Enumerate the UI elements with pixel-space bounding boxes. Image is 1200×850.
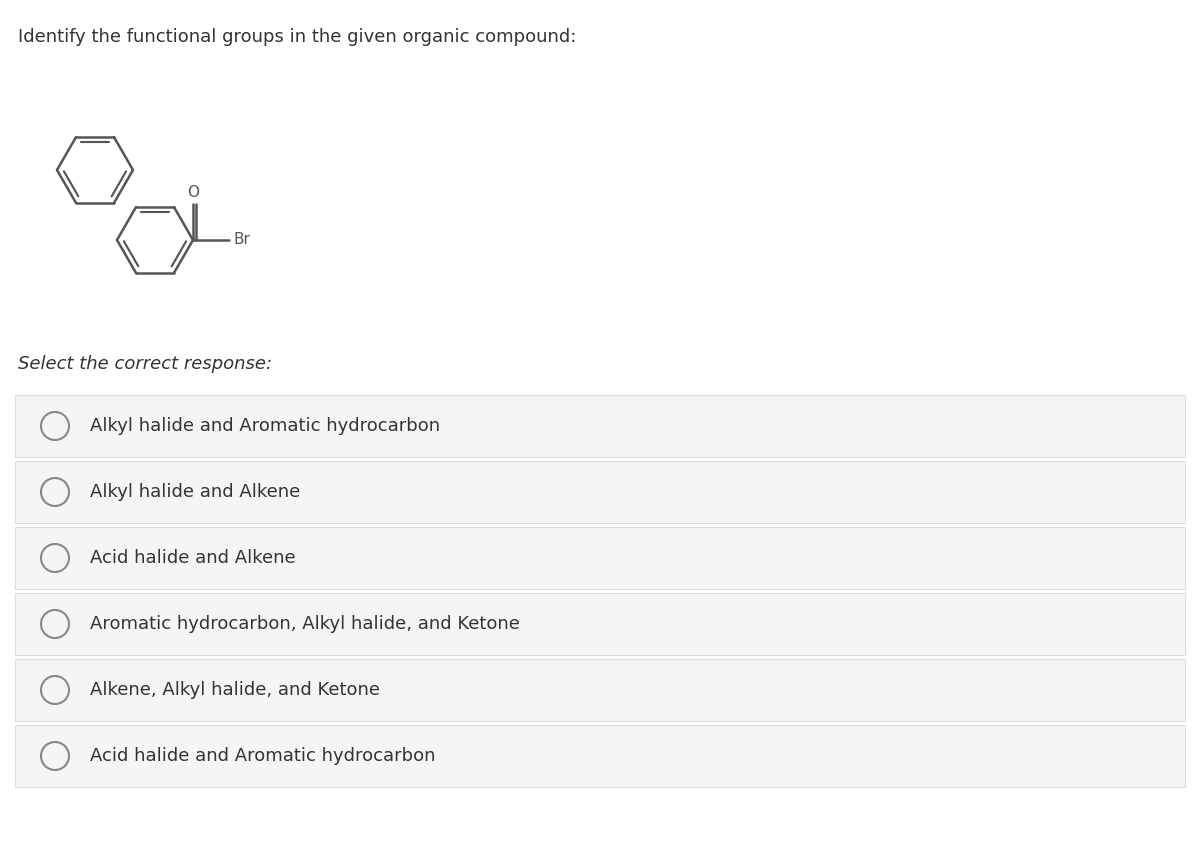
FancyBboxPatch shape (14, 527, 1186, 589)
Text: Select the correct response:: Select the correct response: (18, 355, 272, 373)
FancyBboxPatch shape (14, 395, 1186, 457)
FancyBboxPatch shape (14, 593, 1186, 655)
Text: Identify the functional groups in the given organic compound:: Identify the functional groups in the gi… (18, 28, 576, 46)
Text: Alkyl halide and Alkene: Alkyl halide and Alkene (90, 483, 300, 501)
FancyBboxPatch shape (14, 725, 1186, 787)
Text: Acid halide and Alkene: Acid halide and Alkene (90, 549, 295, 567)
FancyBboxPatch shape (14, 461, 1186, 523)
Text: O: O (187, 185, 199, 200)
Text: Alkene, Alkyl halide, and Ketone: Alkene, Alkyl halide, and Ketone (90, 681, 380, 699)
Text: Br: Br (233, 233, 250, 247)
Text: Alkyl halide and Aromatic hydrocarbon: Alkyl halide and Aromatic hydrocarbon (90, 417, 440, 435)
Text: Aromatic hydrocarbon, Alkyl halide, and Ketone: Aromatic hydrocarbon, Alkyl halide, and … (90, 615, 520, 633)
FancyBboxPatch shape (14, 659, 1186, 721)
Text: Acid halide and Aromatic hydrocarbon: Acid halide and Aromatic hydrocarbon (90, 747, 436, 765)
